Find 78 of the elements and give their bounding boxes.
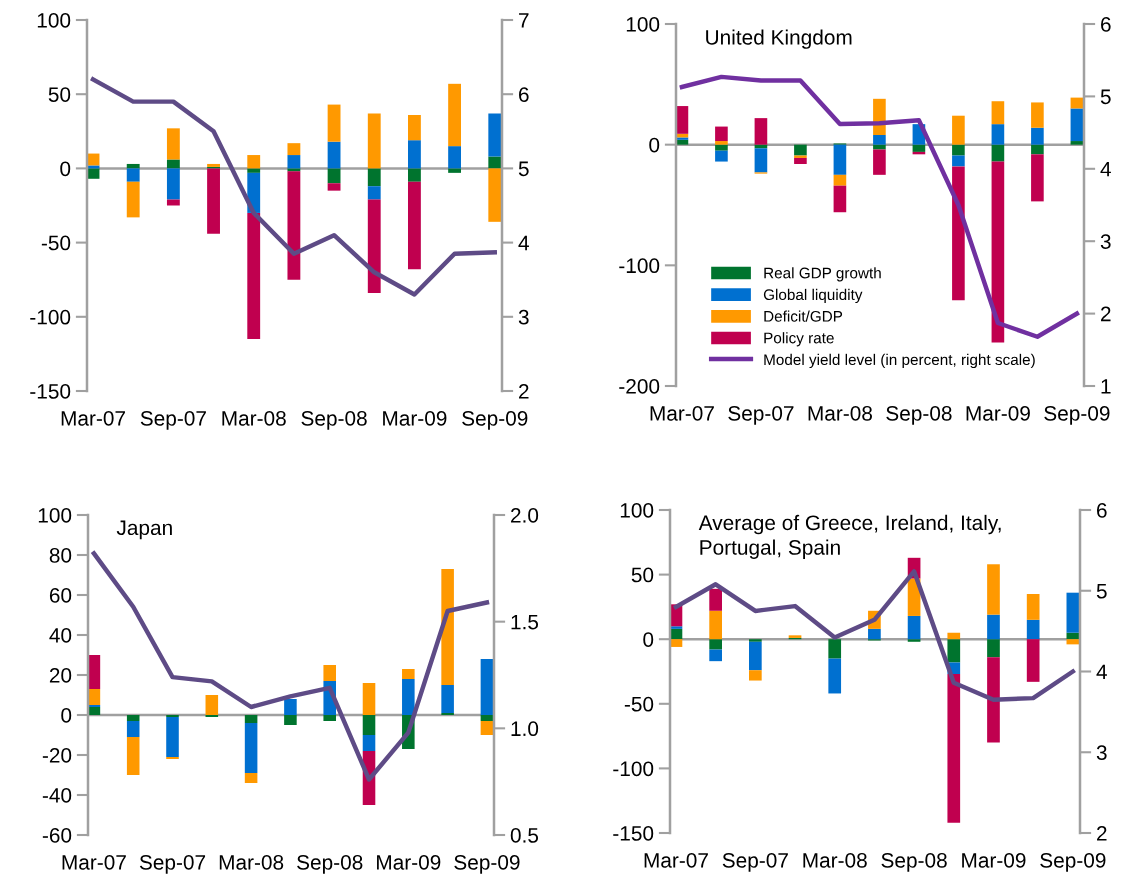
legend-label: Global liquidity [763, 288, 863, 304]
y2-tick-label: 1 [1101, 379, 1111, 394]
y2-tick-label: 2.0 [511, 508, 539, 523]
y2-tick-label: 6 [519, 87, 529, 102]
x-tick-label: Sep-09 [1044, 405, 1110, 425]
x-tick-label: Mar-09 [383, 410, 447, 426]
y-tick-label: 60 [49, 588, 72, 603]
y-tick-label: -150 [30, 384, 71, 399]
x-tick-label: Sep-09 [462, 410, 528, 430]
y-tick-label: -150 [613, 826, 654, 841]
y2-tick-label: 3 [518, 309, 529, 325]
y2-tick-label: 5 [518, 161, 529, 177]
y2-tick-label: 7 [519, 13, 529, 28]
y2-tick-label: 2 [519, 384, 529, 399]
y2-tick-label: 5 [1100, 89, 1111, 105]
y2-tick-label: 4 [1096, 664, 1107, 680]
x-tick-label: Mar-08 [222, 410, 286, 426]
legend-label: Real GDP growth [764, 267, 881, 282]
y2-tick-label: 0.5 [510, 828, 539, 843]
y-tick-label: -50 [624, 696, 654, 712]
x-tick-label: Mar-08 [808, 405, 872, 421]
y-tick-label: -50 [41, 235, 71, 251]
y2-tick-label: 1.0 [511, 721, 539, 737]
y2-tick-label: 6 [1101, 17, 1111, 32]
x-tick-label: Mar-07 [650, 405, 714, 421]
y-tick-label: 0 [60, 161, 71, 177]
x-tick-label: Sep-07 [728, 405, 794, 425]
y-tick-label: -100 [619, 258, 660, 274]
legend-label: Deficit/GDP [764, 310, 843, 322]
y2-tick-label: 5 [1096, 583, 1107, 599]
x-tick-label: Sep-07 [139, 854, 206, 874]
y-tick-label: 40 [49, 628, 72, 643]
y-tick-label: -40 [42, 788, 72, 803]
y-tick-label: -20 [42, 748, 72, 763]
chart-title: United Kingdom [706, 29, 852, 49]
x-tick-label: Sep-07 [722, 852, 788, 872]
x-tick-label: Mar-09 [377, 854, 441, 870]
x-tick-label: Mar-07 [644, 852, 708, 868]
y-tick-label: 20 [49, 668, 72, 683]
x-tick-label: Sep-08 [301, 410, 367, 430]
x-tick-label: Mar-08 [219, 854, 284, 870]
y-tick-label: 80 [49, 548, 72, 563]
y-tick-label: 0 [649, 137, 660, 153]
x-tick-label: Mar-09 [962, 852, 1026, 868]
y-tick-label: -200 [619, 379, 660, 394]
y2-tick-label: 3 [1096, 745, 1107, 760]
chart-title: Japan [116, 520, 172, 540]
y-tick-label: -60 [42, 828, 72, 843]
y2-tick-label: 2 [1101, 306, 1111, 322]
y-tick-label: 50 [631, 567, 654, 583]
y2-tick-label: 2 [1097, 826, 1107, 841]
legend-label: Model yield level (in percent, right scale) [764, 353, 1035, 369]
x-tick-label: Sep-09 [1040, 852, 1106, 872]
y-tick-label: 100 [620, 503, 654, 518]
y-tick-label: 100 [38, 508, 72, 523]
x-tick-label: Sep-09 [454, 854, 520, 874]
y-tick-label: 100 [37, 13, 71, 28]
text: Average of Greece, Ireland, Italy, Portugal, Spain [698, 514, 1001, 559]
y-tick-label: -100 [613, 761, 654, 777]
y2-tick-label: 4 [1100, 162, 1111, 177]
y2-tick-label: 6 [1097, 503, 1107, 518]
x-tick-label: Sep-08 [886, 405, 952, 425]
x-tick-label: Sep-08 [881, 852, 947, 872]
x-tick-label: Sep-08 [297, 854, 363, 874]
y-tick-label: 50 [48, 87, 71, 102]
y2-tick-label: 1.5 [511, 614, 539, 630]
x-tick-label: Mar-09 [966, 405, 1030, 421]
y2-tick-label: 3 [1100, 234, 1111, 249]
x-tick-label: Sep-07 [140, 410, 206, 430]
y-tick-label: 0 [61, 708, 72, 723]
y-tick-label: 100 [626, 17, 660, 32]
legend-label: Policy rate [764, 332, 834, 347]
x-tick-label: Mar-08 [803, 852, 867, 868]
y-tick-label: 0 [643, 632, 654, 647]
x-tick-label: Mar-07 [61, 410, 125, 426]
y-tick-label: -100 [30, 309, 71, 325]
x-tick-label: Mar-07 [62, 854, 126, 870]
y2-tick-label: 4 [518, 235, 529, 251]
